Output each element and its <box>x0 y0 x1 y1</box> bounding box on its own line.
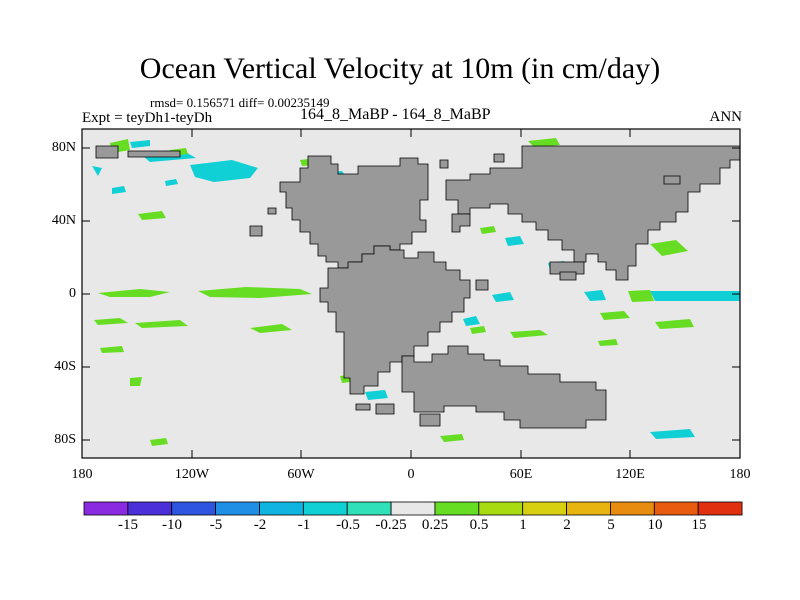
x-tick-label: 180 <box>71 467 93 482</box>
negative-anomaly-patches <box>92 140 740 439</box>
colorbar-label: 2 <box>563 517 571 533</box>
stats-text: rmsd= 0.156571 diff= 0.00235149 <box>150 95 330 110</box>
colorbar-label: -10 <box>162 517 182 533</box>
colorbar-label: 10 <box>647 517 663 533</box>
colorbar-swatch <box>566 501 611 516</box>
y-tick-label: 80N <box>51 140 76 155</box>
case-label: 164_8_MaBP - 164_8_MaBP <box>300 106 491 123</box>
axis-ticks <box>81 129 741 458</box>
colorbar-label: -1 <box>297 517 311 533</box>
map-title: Ocean Vertical Velocity at 10m (in cm/da… <box>139 52 661 85</box>
colorbar-swatch <box>302 501 348 516</box>
colorbar-label: -2 <box>253 517 267 533</box>
colorbar-label: 1 <box>519 517 527 533</box>
x-tick-label: 120E <box>615 467 645 482</box>
colorbar-swatch <box>215 501 260 516</box>
colorbar-swatch <box>653 501 699 516</box>
colorbar-swatch <box>434 501 480 516</box>
colorbar-label: 15 <box>691 517 707 533</box>
colorbar <box>83 501 743 516</box>
season-label: ANN <box>709 109 743 125</box>
y-tick-label: 40S <box>54 359 76 374</box>
colorbar-swatch <box>127 501 173 516</box>
colorbar-label: 0.25 <box>421 517 449 533</box>
x-tick-label: 180 <box>729 467 751 482</box>
y-tick-label: 0 <box>69 286 76 301</box>
colorbar-swatch <box>478 501 524 516</box>
colorbar-label: -0.25 <box>375 517 407 533</box>
x-tick-label: 0 <box>407 467 415 482</box>
y-tick-label: 80S <box>54 432 76 447</box>
colorbar-swatch <box>83 501 129 516</box>
colorbar-swatch <box>697 501 743 516</box>
colorbar-label: -15 <box>118 517 138 533</box>
colorbar-swatch <box>390 501 436 516</box>
colorbar-swatch <box>522 501 567 516</box>
colorbar-swatch <box>610 501 655 516</box>
colorbar-label: -0.5 <box>336 517 360 533</box>
x-tick-label: 60E <box>509 467 533 482</box>
y-tick-label: 40N <box>51 213 76 228</box>
colorbar-swatch <box>171 501 217 516</box>
land-masses <box>95 145 741 429</box>
colorbar-swatch <box>346 501 392 516</box>
experiment-label: Expt = teyDh1-teyDh <box>82 110 213 126</box>
colorbar-label: -5 <box>209 517 223 533</box>
x-tick-label: 60W <box>287 467 315 482</box>
colorbar-swatch <box>259 501 304 516</box>
x-tick-label: 120W <box>174 467 210 482</box>
colorbar-label: 5 <box>607 517 615 533</box>
colorbar-label: 0.5 <box>469 517 489 533</box>
